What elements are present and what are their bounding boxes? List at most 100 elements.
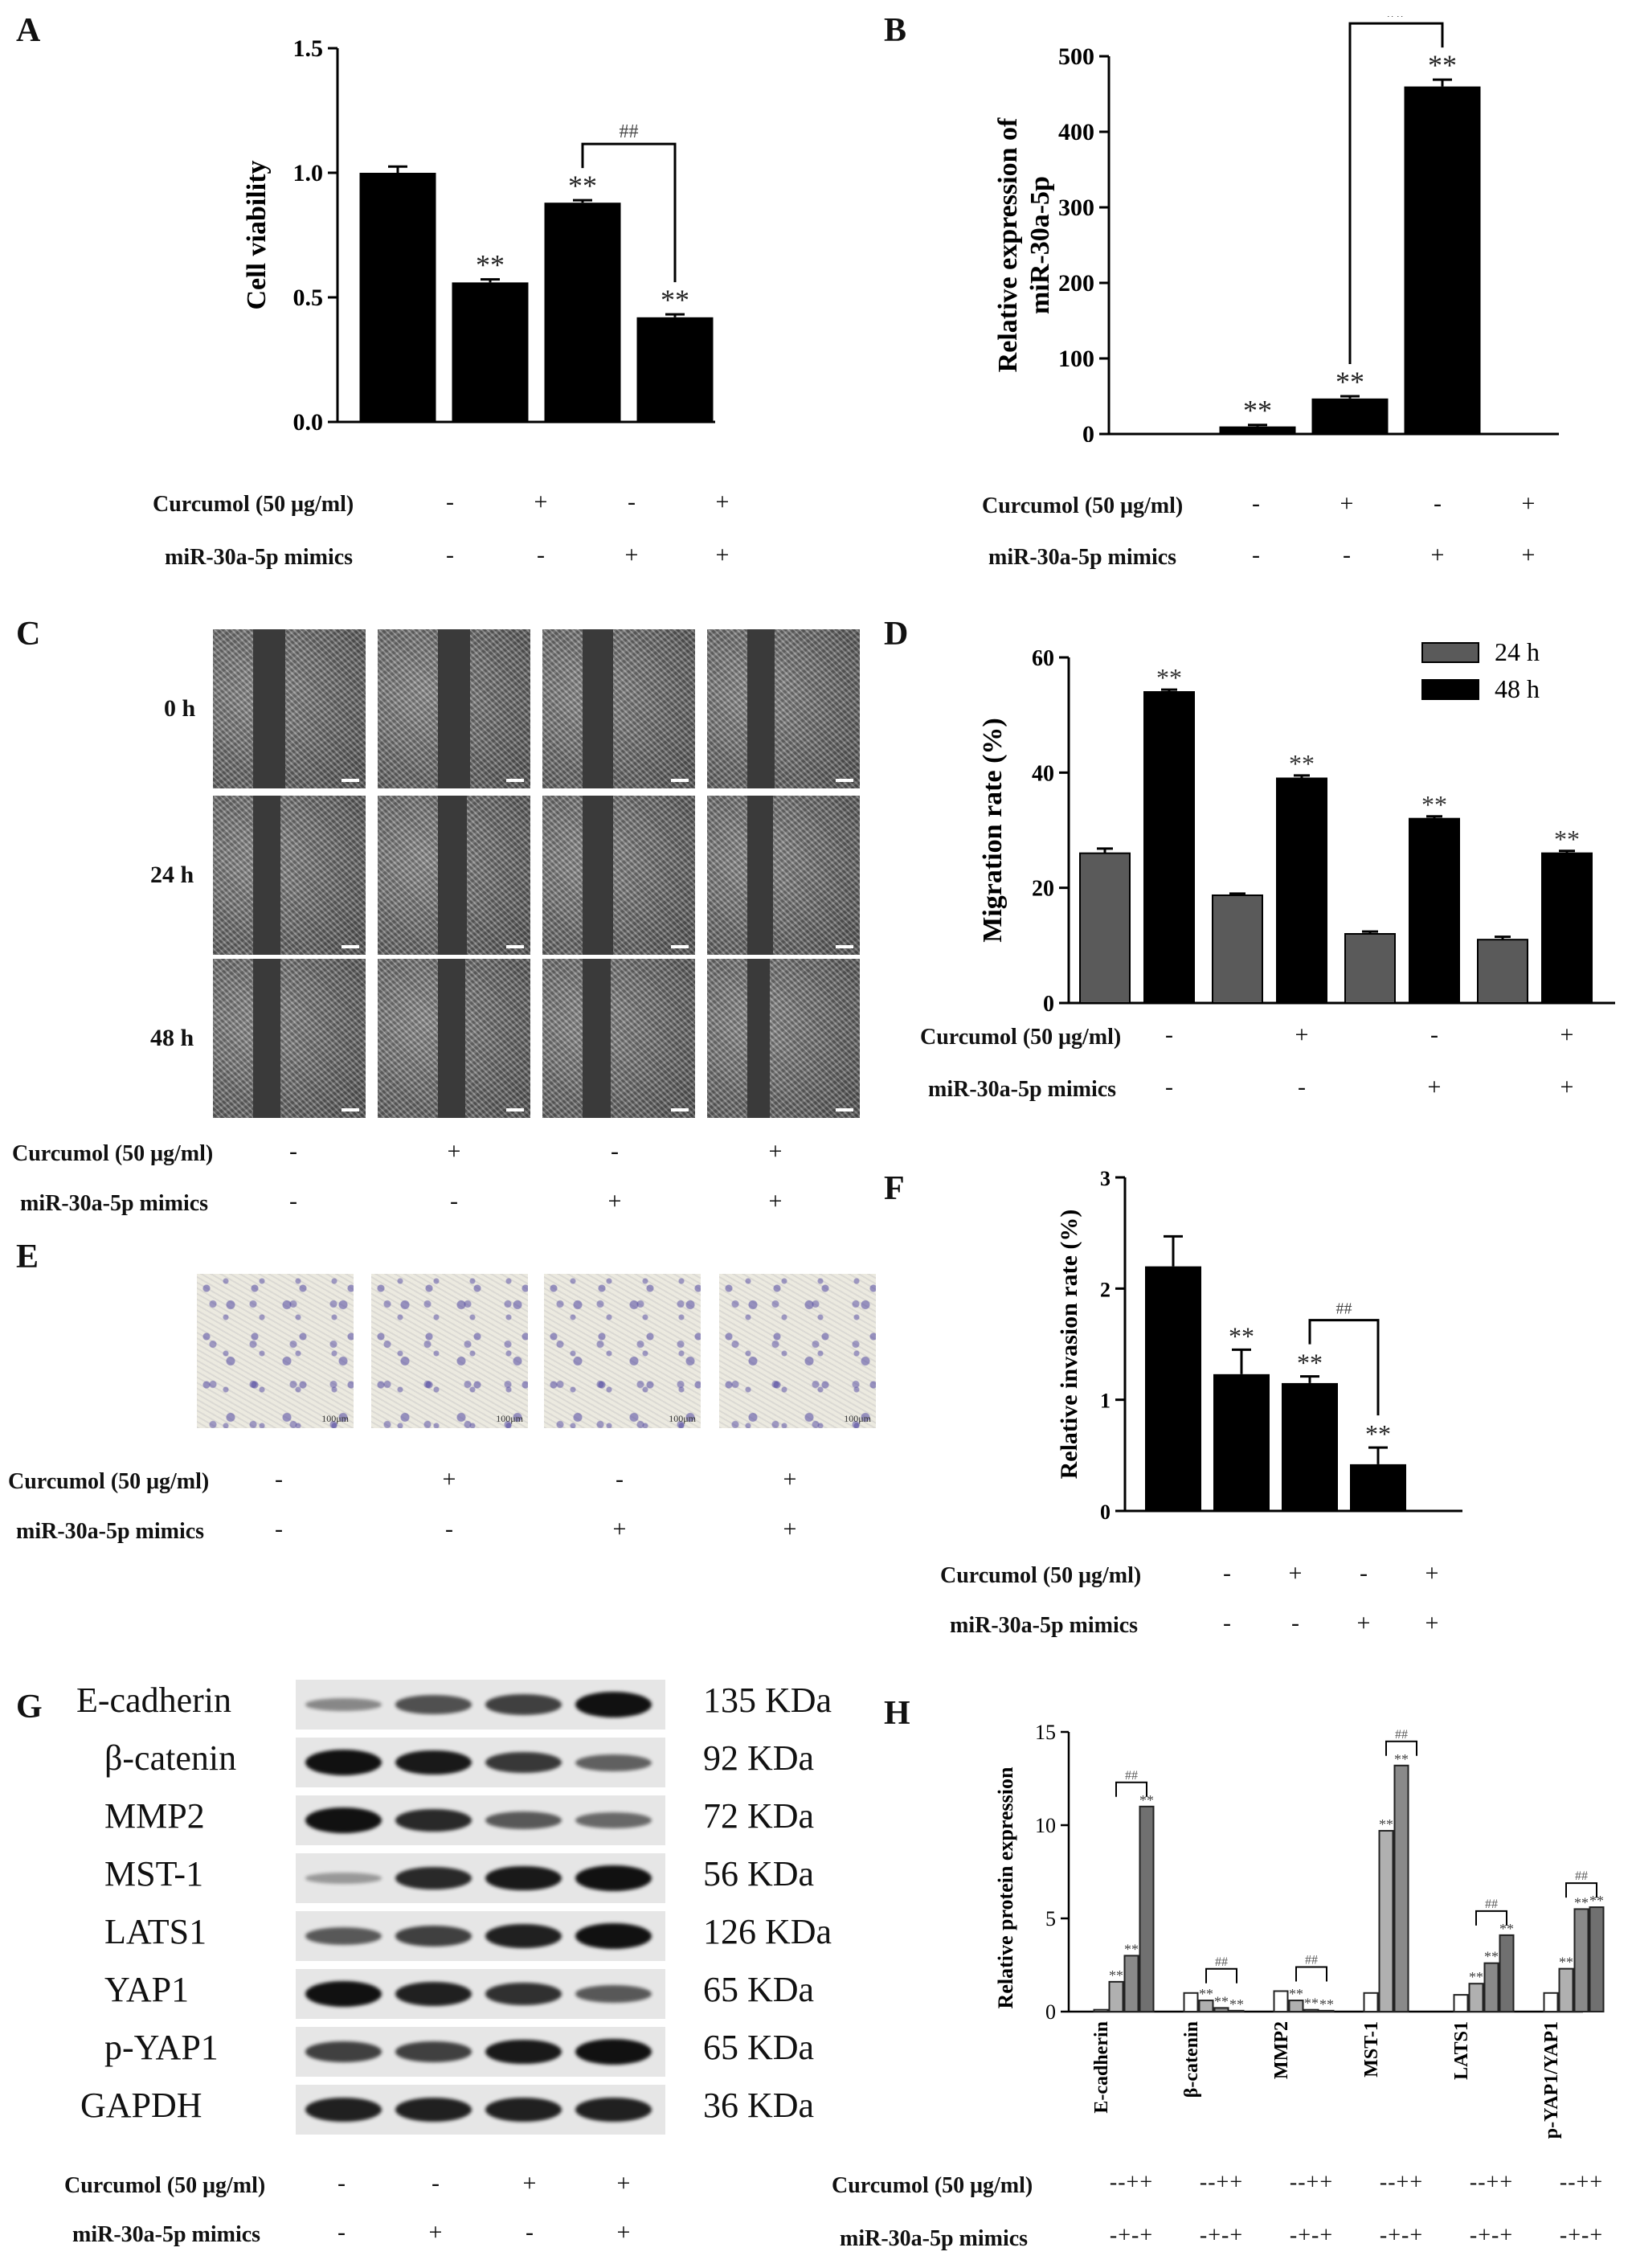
c-mimics-sign: - <box>450 1188 458 1214</box>
significance-bracket <box>1475 1910 1507 1926</box>
panel-label-b: B <box>884 12 907 49</box>
panel-label-h: H <box>884 1695 910 1732</box>
blot-band <box>575 1812 652 1828</box>
significance-mark: ** <box>476 249 505 281</box>
g-curcumol-label: Curcumol (50 μg/ml) <box>64 2173 266 2198</box>
bracket-label: ## <box>620 121 639 142</box>
significance-bracket <box>1565 1882 1597 1898</box>
b-curcumol-sign: - <box>1252 490 1260 517</box>
y-axis-label: Relative expression ofmiR-30a-5p <box>993 117 1055 372</box>
f-mimics-sign: + <box>1425 1610 1439 1636</box>
transwell-image: 100μm <box>719 1274 876 1428</box>
scale-bar <box>342 779 359 782</box>
g-mimics-sign: - <box>526 2219 534 2245</box>
d-curcumol-sign: - <box>1430 1021 1438 1048</box>
protein-label: E-cadherin <box>76 1681 231 1720</box>
significance-mark: ** <box>1469 1969 1483 1985</box>
scratch-image <box>542 629 695 788</box>
transwell-image: 100μm <box>371 1274 528 1428</box>
y-axis-label: Migration rate (%) <box>978 718 1008 942</box>
molecular-weight-label: 65 KDa <box>703 2028 815 2067</box>
x-tick-label: MMP2 <box>1271 2021 1292 2079</box>
blot-band <box>395 1695 472 1714</box>
significance-mark: ** <box>1214 1993 1229 2009</box>
f-curcumol-label: Curcumol (50 μg/ml) <box>940 1563 1142 1588</box>
panel-label-d: D <box>884 616 909 653</box>
time-label: 0 h <box>164 695 196 722</box>
significance-mark: ** <box>1297 1349 1323 1378</box>
y-axis-label: Relative protein expression <box>994 1767 1017 2008</box>
h-mimics-signs: -+-+ <box>1199 2223 1244 2248</box>
blot-strip <box>296 1795 665 1845</box>
bar <box>544 203 621 422</box>
scale-bar <box>836 1108 853 1111</box>
molecular-weight-label: 92 KDa <box>703 1738 815 1778</box>
x-tick-label: MST-1 <box>1361 2021 1382 2078</box>
bar <box>1273 1990 1289 2013</box>
bar <box>1541 852 1593 1004</box>
scratch-image <box>707 796 860 955</box>
blot-band <box>485 1751 562 1774</box>
h-mimics-signs: -+-+ <box>1289 2223 1334 2248</box>
bar <box>1543 1992 1559 2012</box>
blot-strip <box>296 2027 665 2077</box>
y-axis-label: Cell viability <box>242 160 272 309</box>
bar <box>1123 1955 1139 2012</box>
a-curcumol-sign: - <box>446 489 454 515</box>
h-curcumol-signs: --++ <box>1469 2170 1514 2195</box>
scale-label: 100μm <box>321 1413 349 1424</box>
bar <box>1276 777 1327 1004</box>
scratch-image <box>707 959 860 1118</box>
blot-band <box>395 1926 472 1947</box>
y-tick-label: 0 <box>1043 992 1054 1013</box>
molecular-weight-label: 56 KDa <box>703 1854 815 1893</box>
c-curcumol-sign: - <box>611 1138 619 1165</box>
e-curcumol-sign: - <box>275 1466 283 1492</box>
x-tick-label: E-cadherin <box>1091 2021 1112 2114</box>
bracket-label: ## <box>1305 1953 1318 1967</box>
scratch-gap <box>747 959 770 1118</box>
image-texture <box>213 629 366 788</box>
y-tick-label: 0.0 <box>293 409 324 434</box>
significance-bracket <box>1348 22 1444 364</box>
y-axis-label: Relative invasion rate (%) <box>1056 1210 1082 1480</box>
blot-band <box>485 1983 562 2005</box>
panel-label-f: F <box>884 1170 905 1207</box>
blot-band <box>305 1807 382 1833</box>
blot-band <box>305 1698 382 1711</box>
significance-bracket <box>1385 1740 1417 1756</box>
protein-label: LATS1 <box>104 1912 207 1951</box>
bar <box>1145 1266 1201 1511</box>
scratch-gap <box>253 629 285 788</box>
scale-bar <box>506 779 524 782</box>
bar <box>1409 817 1460 1004</box>
bracket-label: ## <box>1215 1955 1228 1969</box>
bar <box>1378 1829 1394 2012</box>
h-mimics-signs: -+-+ <box>1559 2223 1604 2248</box>
scale-bar <box>671 779 689 782</box>
significance-mark: ** <box>568 170 597 202</box>
g-curcumol-sign: + <box>522 2170 537 2196</box>
image-texture <box>707 796 860 955</box>
blot-band <box>305 2098 382 2122</box>
scratch-image <box>707 629 860 788</box>
scale-label: 100μm <box>669 1413 696 1424</box>
blot-band <box>575 1865 652 1891</box>
scratch-image <box>213 959 366 1118</box>
e-curcumol-sign: + <box>442 1466 456 1492</box>
scratch-image <box>542 959 695 1118</box>
f-curcumol-sign: - <box>1360 1560 1368 1586</box>
b-mimics-sign: - <box>1343 542 1351 568</box>
g-mimics-sign: - <box>337 2219 346 2245</box>
blot-band <box>395 2041 472 2062</box>
y-tick-label: 400 <box>1058 119 1094 145</box>
blot-band <box>575 2098 652 2122</box>
a-mimics-label: miR-30a-5p mimics <box>165 545 354 570</box>
y-tick-label: 60 <box>1032 646 1054 671</box>
blot-band <box>305 1926 382 1946</box>
bracket-label: ## <box>1336 1300 1352 1318</box>
d-curcumol-sign: + <box>1560 1021 1574 1048</box>
c-curcumol-sign: + <box>768 1138 783 1165</box>
bar <box>1311 398 1389 434</box>
